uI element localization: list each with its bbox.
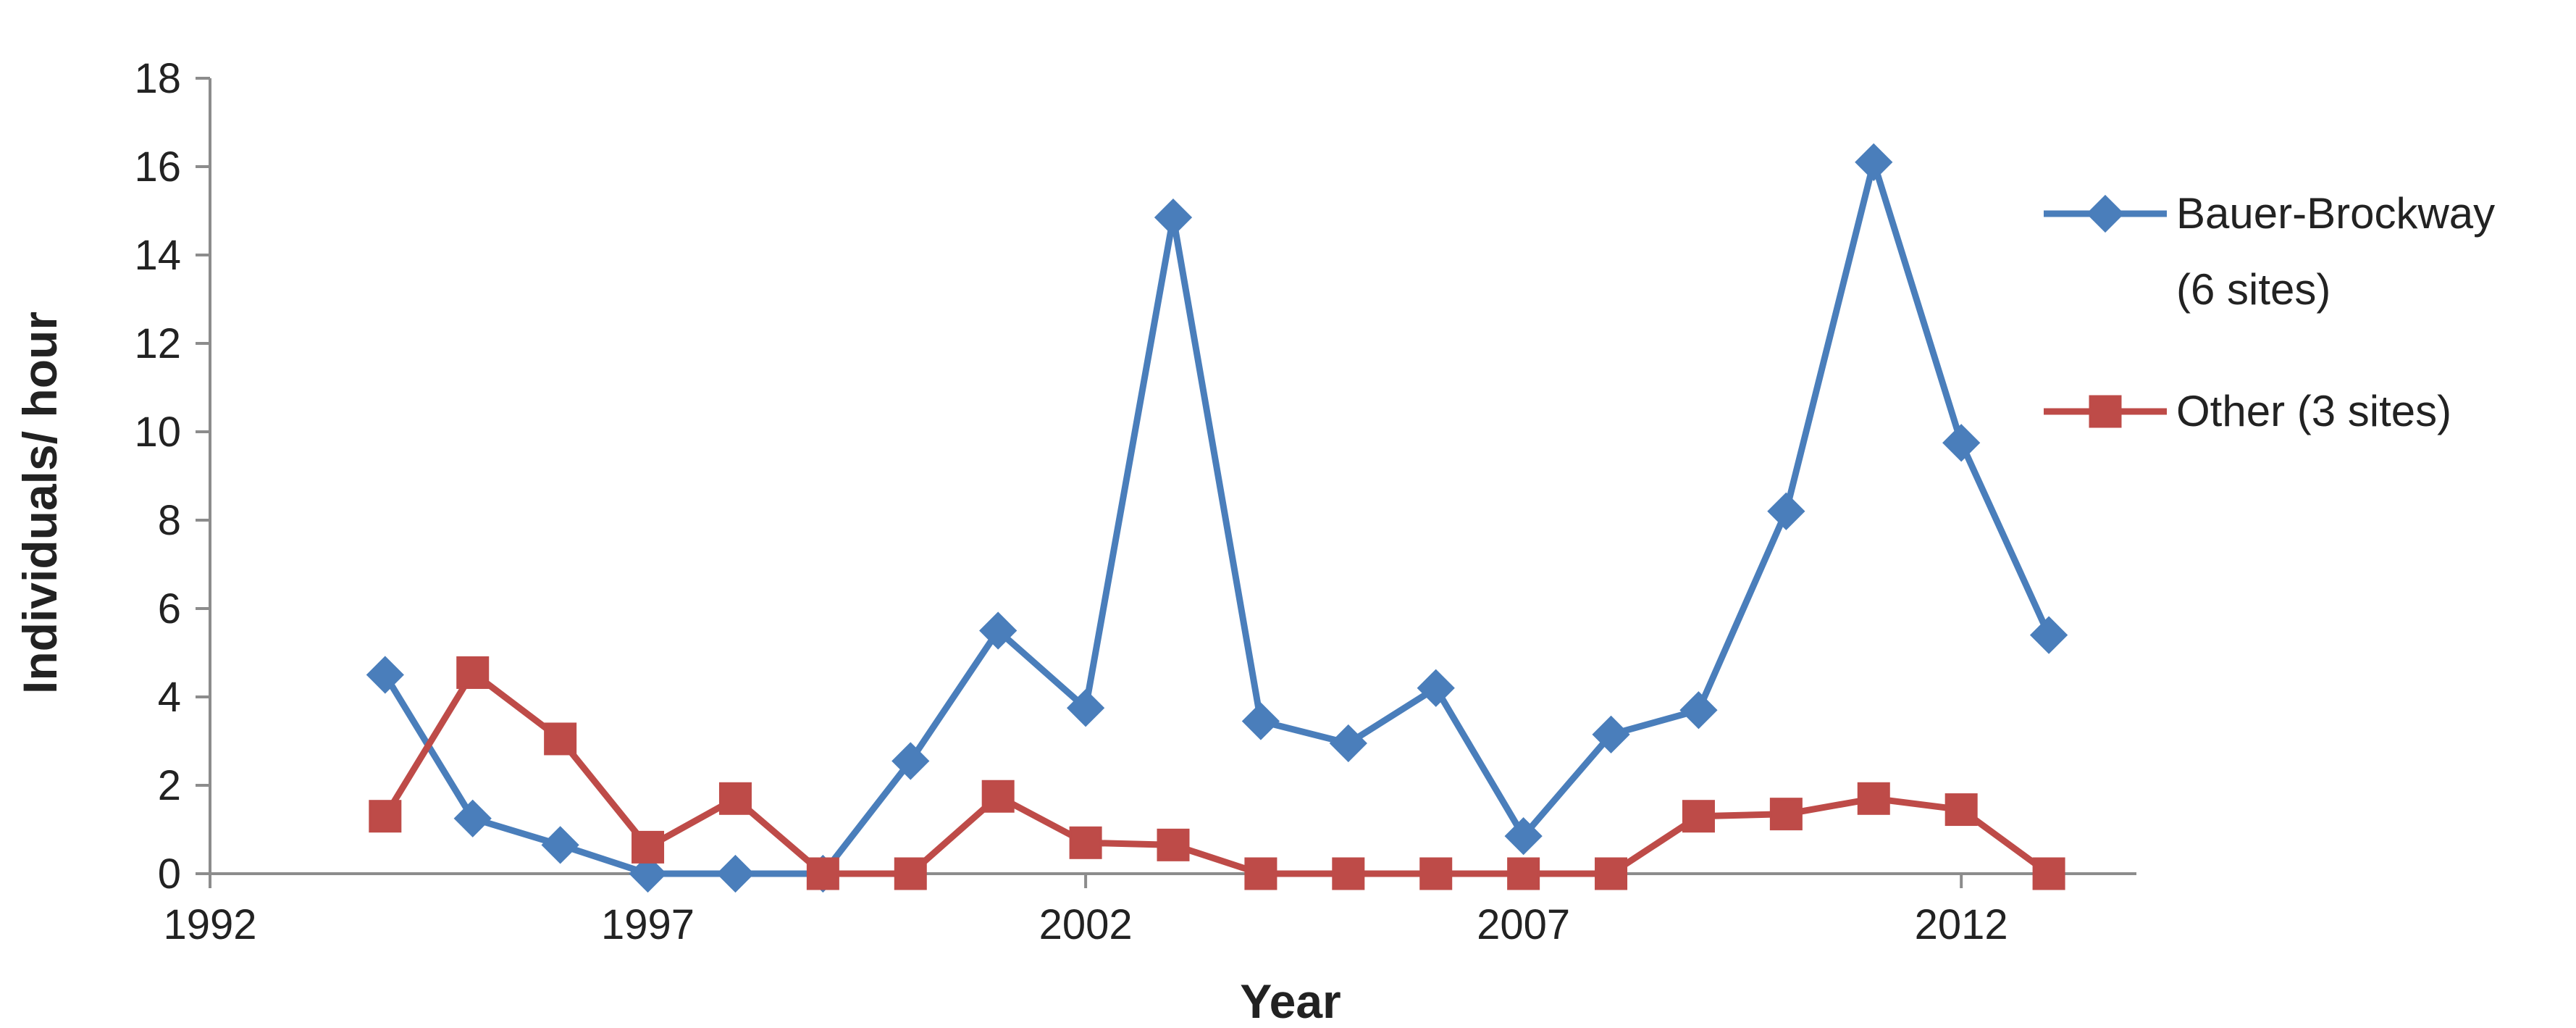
legend-swatch-marker xyxy=(2089,395,2122,428)
data-point xyxy=(1154,199,1193,237)
data-point xyxy=(1241,702,1280,740)
y-tick-label: 10 xyxy=(134,409,181,456)
data-point xyxy=(629,854,667,893)
data-point xyxy=(1066,689,1105,727)
y-tick-label: 4 xyxy=(158,674,181,721)
data-point xyxy=(1419,857,1453,890)
data-point xyxy=(1504,817,1543,856)
data-point xyxy=(806,857,839,890)
data-point xyxy=(632,830,665,864)
data-point xyxy=(456,656,490,689)
tick-labels: 0 2 4 6 8 10 12 14 16 18 1992 1997 2002 2007 2012 xyxy=(134,55,2007,948)
x-tick-label: 2002 xyxy=(1039,901,1133,948)
y-axis-title: Individuals/ hour xyxy=(13,312,67,694)
y-tick-label: 16 xyxy=(134,143,181,191)
y-tick-label: 2 xyxy=(158,762,181,809)
y-tick-label: 18 xyxy=(134,55,181,102)
data-point xyxy=(1592,715,1630,753)
legend-label: Bauer-Brockway xyxy=(2176,189,2495,238)
series-line xyxy=(382,159,2052,877)
data-point xyxy=(1157,828,1190,861)
data-point xyxy=(894,857,927,890)
data-point xyxy=(718,782,752,815)
legend: Bauer-Brockway (6 sites) Other (3 sites) xyxy=(2044,189,2495,435)
x-tick-label: 2007 xyxy=(1477,901,1570,948)
data-point xyxy=(2029,616,2068,654)
data-point xyxy=(1857,782,1890,815)
legend-item: Bauer-Brockway (6 sites) xyxy=(2044,189,2495,314)
data-point xyxy=(979,611,1018,650)
data-point xyxy=(716,854,755,893)
series-bauer-brockway xyxy=(366,143,2068,893)
legend-swatch-marker xyxy=(2086,194,2125,233)
y-tick-label: 12 xyxy=(134,320,181,367)
data-point xyxy=(1332,857,1365,890)
data-point xyxy=(1769,798,1803,831)
data-point xyxy=(1244,857,1277,890)
data-point xyxy=(541,826,579,864)
y-tick-label: 6 xyxy=(158,585,181,632)
data-point xyxy=(366,656,404,694)
series-layer xyxy=(366,143,2068,893)
legend-label: (6 sites) xyxy=(2176,265,2330,314)
data-point xyxy=(1679,691,1718,730)
data-point xyxy=(1417,669,1455,707)
data-point xyxy=(453,799,492,837)
legend-label: Other (3 sites) xyxy=(2176,387,2451,435)
series-other xyxy=(369,656,2065,890)
data-point xyxy=(891,742,930,780)
data-point xyxy=(544,722,577,756)
y-tick-label: 8 xyxy=(158,497,181,544)
data-point xyxy=(1595,857,1628,890)
data-point xyxy=(2032,857,2065,890)
axes xyxy=(196,77,2136,888)
x-tick-label: 1997 xyxy=(601,901,695,948)
x-tick-label: 1992 xyxy=(163,901,256,948)
data-point xyxy=(1507,857,1540,890)
data-point xyxy=(1069,826,1102,859)
x-tick-label: 2012 xyxy=(1915,901,2008,948)
data-point xyxy=(1329,724,1367,763)
data-point xyxy=(1944,793,1978,827)
x-axis-title: Year xyxy=(1240,974,1341,1028)
legend-item: Other (3 sites) xyxy=(2044,387,2451,435)
data-point xyxy=(369,800,402,833)
data-point xyxy=(981,780,1015,813)
y-tick-label: 14 xyxy=(134,232,181,279)
data-point xyxy=(1682,800,1715,833)
y-tick-label: 0 xyxy=(158,851,181,898)
data-point xyxy=(1942,424,1981,462)
data-point xyxy=(1855,143,1893,182)
data-point xyxy=(1767,492,1805,530)
